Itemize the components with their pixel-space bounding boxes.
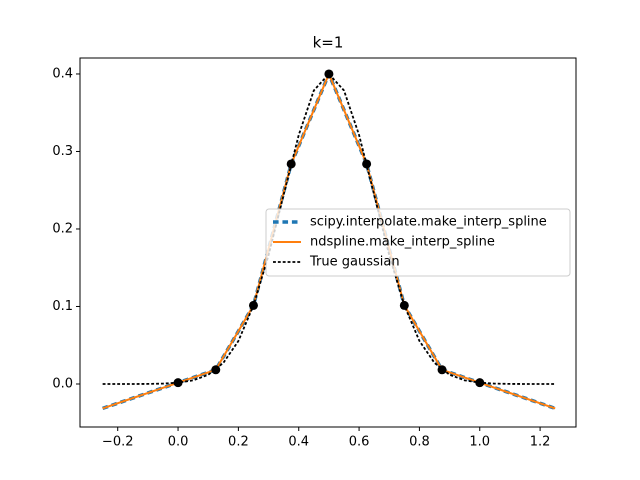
y-tick-label: 0.0 [52, 376, 73, 391]
knot-point [475, 378, 485, 388]
legend-label: True gaussian [309, 255, 400, 270]
knot-point [248, 300, 258, 310]
knot-point [286, 159, 296, 169]
x-tick-label: 1.0 [469, 435, 490, 450]
x-tick-label: 0.6 [349, 435, 370, 450]
x-tick-label: 0.0 [168, 435, 189, 450]
knot-point [324, 69, 334, 79]
chart-title: k=1 [313, 34, 344, 52]
y-tick-label: 0.4 [52, 66, 73, 81]
x-tick-label: 0.2 [228, 435, 249, 450]
knot-point [399, 300, 409, 310]
legend-label: ndspline.make_interp_spline [310, 235, 495, 250]
y-tick-label: 0.3 [52, 144, 73, 159]
x-tick-label: −0.2 [102, 435, 134, 450]
plot-frame [79, 57, 577, 428]
knot-point [362, 159, 372, 169]
legend-box [265, 208, 571, 277]
x-tick-label: 0.8 [409, 435, 430, 450]
knot-point [211, 365, 221, 375]
knot-point [173, 378, 183, 388]
x-tick-label: 1.2 [530, 435, 551, 450]
knot-point [437, 365, 447, 375]
y-tick-label: 0.2 [52, 221, 73, 236]
y-tick-label: 0.1 [52, 299, 73, 314]
legend: scipy.interpolate.make_interp_splinendsp… [265, 208, 571, 277]
x-tick-label: 0.4 [288, 435, 309, 450]
legend-label: scipy.interpolate.make_interp_spline [310, 215, 547, 230]
